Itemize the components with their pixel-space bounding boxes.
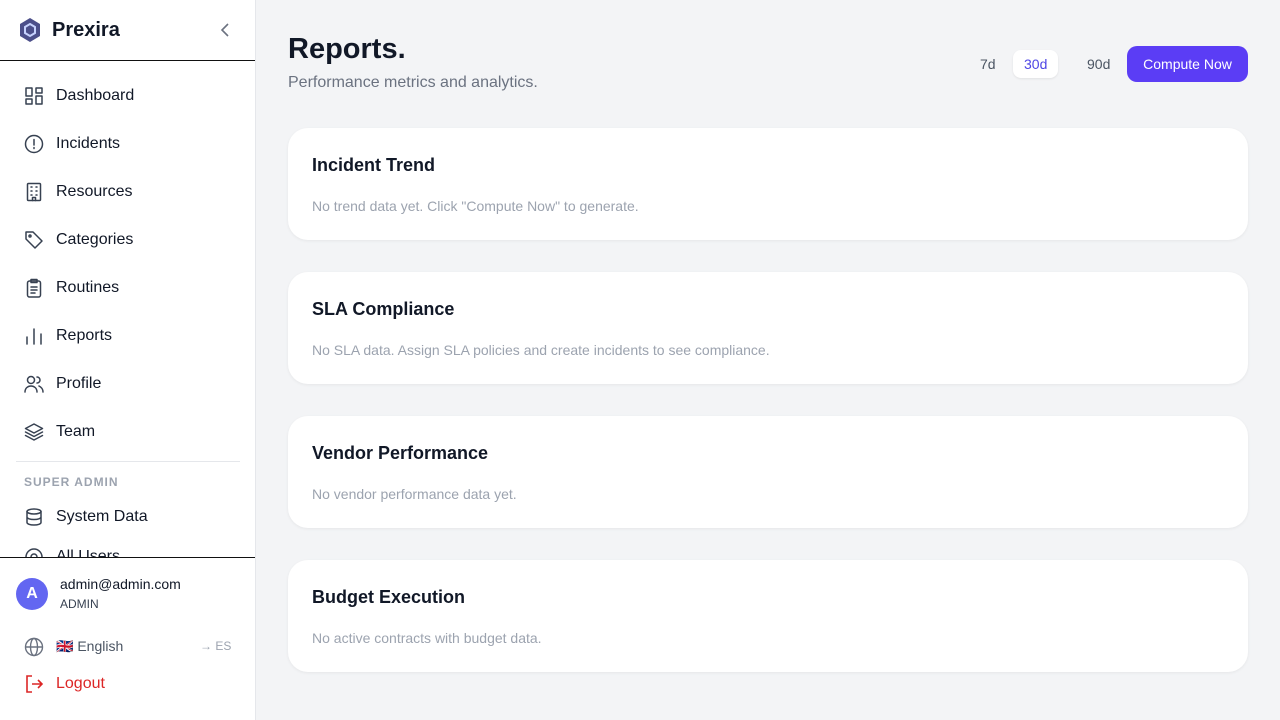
report-card: Vendor Performance No vendor performance … xyxy=(288,416,1248,528)
logo xyxy=(20,18,40,42)
nav-icon xyxy=(25,87,43,105)
collapse-button[interactable] xyxy=(218,22,234,38)
nav-label: Dashboard xyxy=(56,87,135,104)
nav-label: Team xyxy=(56,423,96,440)
nav-item[interactable]: Profile xyxy=(16,364,240,404)
nav-icon xyxy=(24,134,44,154)
user-email: admin@admin.com xyxy=(60,576,181,592)
globe-icon xyxy=(24,637,44,657)
divider xyxy=(16,461,240,462)
page-title: Reports. xyxy=(288,33,406,65)
main: Reports. Performance metrics and analyti… xyxy=(256,0,1280,720)
nav-item[interactable]: Reports xyxy=(16,316,240,356)
card-empty-text: No vendor performance data yet. xyxy=(312,486,517,502)
nav-icon xyxy=(26,182,42,202)
sidebar-footer: A admin@admin.com ADMIN 🇬🇧 English → ES … xyxy=(0,557,255,720)
nav-icon xyxy=(24,375,44,393)
nav-icon xyxy=(26,278,42,298)
sidebar: Prexira Dashboard Incidents Resources Categ… xyxy=(0,0,256,720)
nav-item[interactable]: Resources xyxy=(16,172,240,212)
card-empty-text: No trend data yet. Click "Compute Now" t… xyxy=(312,198,639,214)
nav-item[interactable]: Categories xyxy=(16,220,240,260)
section-label: SUPER ADMIN xyxy=(24,475,119,489)
user-role: ADMIN xyxy=(60,597,99,611)
range-option[interactable]: 90d xyxy=(1087,56,1111,72)
nav-item[interactable]: Routines xyxy=(16,268,240,308)
brand: Prexira xyxy=(52,19,120,41)
nav-label: System Data xyxy=(56,508,148,525)
nav-label: Resources xyxy=(56,183,133,200)
avatar: A xyxy=(16,578,48,610)
nav-item[interactable]: Incidents xyxy=(16,124,240,164)
nav-label: Profile xyxy=(56,375,102,392)
card-empty-text: No SLA data. Assign SLA policies and cre… xyxy=(312,342,770,358)
card-title: Vendor Performance xyxy=(312,443,489,463)
nav-item[interactable]: Team xyxy=(16,412,240,452)
report-card: Budget Execution No active contracts with… xyxy=(288,560,1248,672)
card-title: SLA Compliance xyxy=(312,299,455,319)
range-option[interactable]: 30d xyxy=(1013,50,1059,78)
nav-item[interactable]: Dashboard xyxy=(16,76,240,116)
range-option[interactable]: 7d xyxy=(980,56,996,72)
nav-icon xyxy=(26,328,42,345)
nav-label: Incidents xyxy=(56,135,121,152)
language-switch[interactable]: → ES xyxy=(200,639,232,653)
logout[interactable]: Logout xyxy=(56,675,105,692)
nav-icon xyxy=(24,423,44,441)
logout-icon xyxy=(26,675,44,693)
nav-label: Routines xyxy=(56,279,120,296)
card-empty-text: No active contracts with budget data. xyxy=(312,630,542,646)
page-subtitle: Performance metrics and analytics. xyxy=(288,74,538,91)
nav-icon xyxy=(25,231,43,249)
brand-bar: Prexira xyxy=(0,0,255,61)
card-title: Incident Trend xyxy=(312,155,436,175)
report-card: Incident Trend No trend data yet. Click "… xyxy=(288,128,1248,240)
nav-label: Reports xyxy=(56,327,113,344)
nav-item[interactable]: System Data xyxy=(16,497,240,537)
language-current[interactable]: 🇬🇧 English xyxy=(56,638,124,654)
compute-button[interactable]: Compute Now xyxy=(1127,46,1248,82)
nav-icon xyxy=(26,508,42,526)
report-card: SLA Compliance No SLA data. Assign SLA po… xyxy=(288,272,1248,384)
card-title: Budget Execution xyxy=(312,587,466,607)
nav-label: Categories xyxy=(56,231,134,248)
